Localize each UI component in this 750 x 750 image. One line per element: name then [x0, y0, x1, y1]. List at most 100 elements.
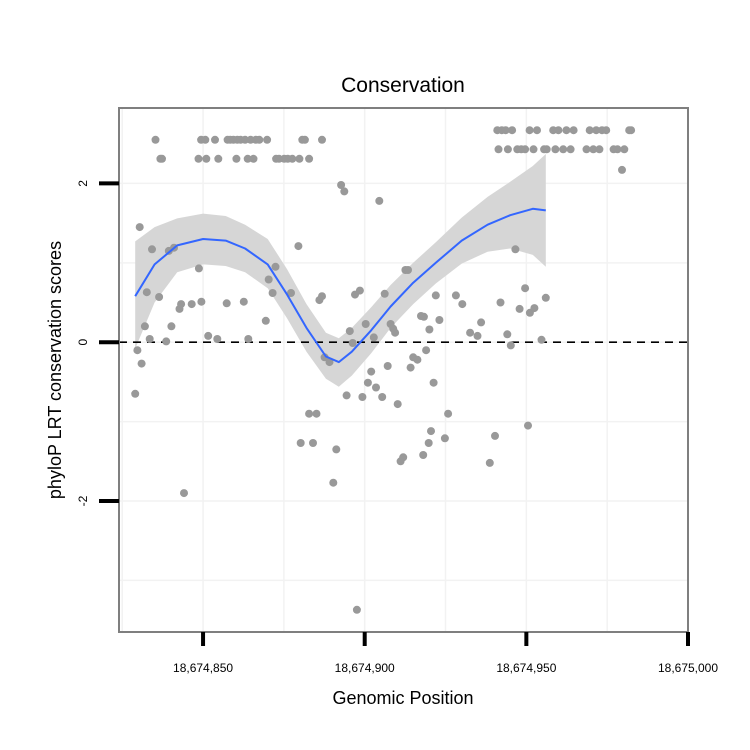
data-point: [521, 145, 530, 154]
y-axis: -2 0 2: [76, 180, 119, 506]
data-point: [363, 378, 372, 387]
data-point: [255, 135, 264, 144]
data-point: [393, 400, 402, 409]
data-point: [369, 333, 378, 342]
data-point: [151, 135, 160, 144]
data-point: [435, 316, 444, 324]
data-point: [541, 293, 550, 302]
data-point: [263, 135, 272, 144]
data-point: [501, 126, 510, 135]
grid: [119, 108, 688, 632]
data-point: [294, 242, 303, 251]
x-tick-label: 18,674,950: [496, 661, 556, 675]
data-point: [177, 300, 186, 309]
data-point: [569, 126, 578, 135]
data-point: [406, 363, 415, 372]
data-point: [320, 353, 329, 362]
data-point: [342, 391, 351, 400]
data-point: [422, 346, 431, 355]
data-point: [312, 409, 321, 418]
data-point: [602, 126, 611, 135]
data-point: [305, 154, 314, 163]
data-point: [155, 293, 164, 301]
data-point: [585, 126, 594, 135]
data-point: [211, 135, 219, 144]
data-point: [243, 154, 252, 163]
data-point: [431, 291, 440, 300]
data-point: [288, 154, 297, 163]
data-point: [618, 165, 626, 174]
data-point: [582, 145, 591, 154]
data-point: [340, 187, 349, 196]
data-point: [296, 439, 305, 447]
x-axis: 18,674,850 18,674,900 18,674,950 18,675,000: [173, 632, 718, 675]
y-axis-label: phyloP LRT conservation scores: [45, 241, 65, 499]
data-point: [337, 181, 346, 189]
data-point: [361, 320, 370, 328]
data-point: [300, 135, 309, 144]
data-point: [332, 445, 341, 454]
data-point: [358, 393, 367, 401]
data-point: [378, 393, 387, 401]
data-point: [140, 322, 149, 331]
data-point: [413, 355, 422, 364]
data-point: [404, 266, 412, 274]
data-point: [167, 322, 176, 331]
data-point: [627, 126, 636, 135]
data-point: [458, 300, 467, 309]
panel-border: [118, 107, 689, 633]
y-tick-label: 0: [76, 339, 90, 346]
x-tick-label: 18,674,850: [173, 661, 233, 675]
data-point: [592, 126, 601, 135]
data-point: [589, 145, 598, 154]
data-point: [503, 145, 512, 154]
data-point: [352, 605, 361, 614]
data-point: [542, 145, 551, 154]
data-point: [494, 145, 503, 154]
data-point: [537, 335, 546, 344]
chart-title: Conservation: [341, 74, 465, 97]
data-point: [508, 126, 517, 135]
data-point: [529, 145, 538, 154]
data-point: [305, 409, 314, 418]
data-point: [613, 145, 622, 154]
data-point: [525, 126, 534, 135]
smooth-fit-line: [134, 207, 546, 364]
data-point: [202, 154, 211, 163]
data-point: [158, 154, 166, 163]
data-point: [197, 297, 206, 306]
data-point: [425, 325, 434, 334]
data-point: [348, 339, 357, 347]
data-point: [135, 223, 144, 232]
confidence-band: [135, 154, 546, 387]
data-point: [485, 458, 494, 467]
data-point: [491, 431, 499, 440]
data-point: [345, 327, 354, 336]
data-point: [241, 135, 250, 144]
data-point: [521, 284, 530, 293]
data-point: [137, 359, 146, 368]
data-point: [239, 297, 248, 306]
data-point: [372, 383, 380, 392]
data-point: [515, 304, 524, 313]
data-point: [566, 145, 575, 154]
data-point: [187, 300, 196, 309]
data-point: [511, 245, 520, 254]
data-point: [375, 196, 384, 205]
data-point: [214, 154, 223, 163]
data-point: [244, 335, 253, 343]
data-point: [496, 298, 505, 307]
data-point: [194, 154, 203, 163]
data-point: [595, 145, 604, 154]
data-point: [530, 304, 539, 313]
data-point: [427, 427, 435, 436]
data-point: [399, 453, 408, 462]
data-point: [264, 275, 273, 284]
data-point: [444, 409, 453, 418]
data-point: [419, 451, 428, 459]
data-point: [309, 439, 317, 447]
x-axis-label: Genomic Position: [332, 688, 473, 708]
data-point: [559, 145, 568, 154]
data-points: [131, 126, 636, 614]
